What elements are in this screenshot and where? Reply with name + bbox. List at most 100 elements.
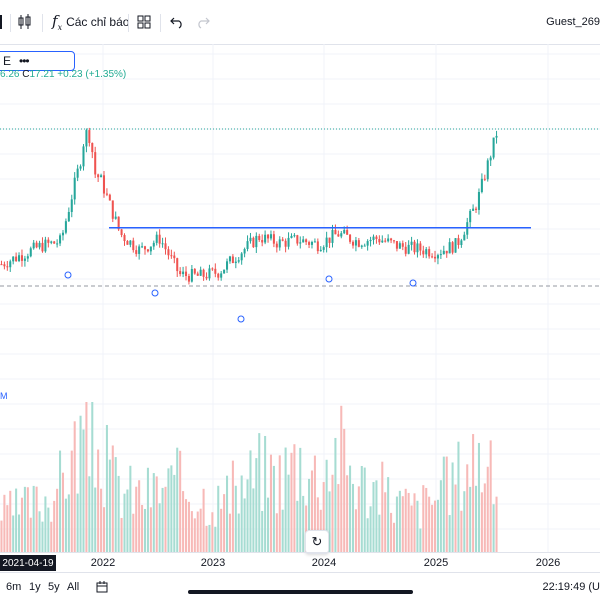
candle-body [20, 255, 23, 261]
ohlc-readout: 6.26 C17.21 +0.23 (+1.35%) [0, 69, 126, 80]
candle-body [240, 253, 243, 261]
time-tick-2023: 2023 [200, 557, 226, 569]
volume-bar [308, 478, 311, 552]
candle-body [369, 239, 372, 242]
volume-bar [97, 449, 100, 552]
candle-body [202, 269, 205, 277]
candle-body [436, 255, 439, 259]
candle-body [149, 246, 152, 252]
candle-body [454, 238, 457, 253]
candle-body [94, 152, 97, 175]
candle-body [214, 268, 217, 274]
candle-body [284, 240, 287, 247]
volume-bar [6, 505, 9, 552]
volume-bar [413, 493, 416, 552]
volume-bar [328, 491, 331, 552]
range-5y-button[interactable]: 5y [48, 581, 60, 593]
candle-body [334, 230, 337, 235]
toolbar-divider [42, 14, 43, 32]
templates-grid-icon[interactable] [137, 12, 151, 32]
candle-body [442, 250, 445, 255]
candle-body [407, 244, 410, 254]
candle-body [483, 178, 486, 180]
chart-canvas [0, 44, 600, 552]
candle-body [29, 248, 32, 257]
reset-chart-button[interactable]: ↻ [305, 530, 329, 554]
price-chart[interactable] [0, 44, 600, 554]
candle-body [61, 232, 65, 236]
scroll-indicator[interactable] [188, 590, 413, 594]
candle-body [398, 243, 401, 249]
candle-body [18, 255, 21, 262]
candle-body [448, 242, 451, 254]
volume-bar [395, 496, 398, 552]
volume-bar [161, 487, 164, 552]
candle-body [296, 235, 299, 244]
user-name[interactable]: Guest_269 [546, 16, 600, 28]
candle-body [0, 264, 3, 266]
candle-body [319, 249, 322, 252]
candle-body [410, 241, 413, 245]
volume-bar [208, 524, 211, 552]
volume-bar [354, 509, 357, 552]
time-axis[interactable]: 2022 2023 2024 2025 2026 [0, 552, 600, 573]
range-6m-button[interactable]: 6m [6, 581, 22, 593]
candle-body [343, 229, 346, 234]
volume-bar [246, 479, 249, 552]
candle-body [351, 241, 355, 246]
event-marker [64, 271, 72, 279]
volume-bar [105, 424, 108, 552]
toolbar-menu-icon[interactable] [0, 12, 10, 32]
candle-body [293, 235, 296, 237]
volume-bar [249, 450, 252, 552]
volume-bar [29, 517, 32, 552]
volume-bar [199, 508, 202, 552]
candle-body [252, 237, 255, 248]
candle-body [184, 271, 188, 277]
volume-bar [387, 477, 390, 552]
candle-body [249, 237, 252, 242]
candle-body [228, 256, 231, 262]
redo-icon[interactable] [196, 12, 210, 32]
candle-body [3, 264, 6, 267]
candle-body [425, 249, 428, 255]
volume-bar [82, 429, 85, 552]
symbol-selector[interactable]: E ••• [0, 51, 75, 71]
candle-body [480, 178, 483, 193]
candle-body [190, 269, 193, 282]
volume-bar [184, 499, 188, 552]
candle-body [102, 175, 106, 194]
candle-body [278, 239, 281, 248]
candle-type-icon[interactable] [17, 12, 33, 32]
volume-bar [182, 491, 185, 552]
candle-body [146, 249, 149, 252]
volume-bar [269, 454, 272, 552]
volume-bar [152, 473, 155, 552]
volume-bar [18, 514, 21, 552]
candle-body [208, 268, 211, 279]
indicators-button[interactable]: fx Các chỉ báo [52, 12, 129, 32]
candle-body [366, 241, 369, 246]
candle-body [158, 234, 161, 244]
date-range-icon[interactable] [96, 581, 108, 596]
candle-body [176, 258, 179, 272]
range-1y-button[interactable]: 1y [29, 581, 41, 593]
volume-bar [477, 442, 480, 552]
more-options-icon[interactable]: ••• [19, 54, 30, 68]
volume-bar [264, 435, 267, 552]
volume-bar [398, 490, 401, 552]
volume-bar [3, 494, 6, 552]
event-marker [237, 315, 245, 323]
crosshair-date-label: 2021-04-19 [0, 555, 56, 571]
range-all-button[interactable]: All [67, 581, 80, 593]
candle-body [76, 168, 79, 178]
volume-bar [141, 504, 144, 552]
volume-bar [32, 485, 35, 552]
candle-body [91, 142, 94, 153]
candle-body [59, 235, 62, 244]
volume-bar [167, 468, 170, 552]
reset-icon: ↻ [311, 534, 323, 549]
candle-body [281, 239, 284, 241]
candle-body [108, 194, 111, 201]
undo-icon[interactable] [170, 12, 184, 32]
